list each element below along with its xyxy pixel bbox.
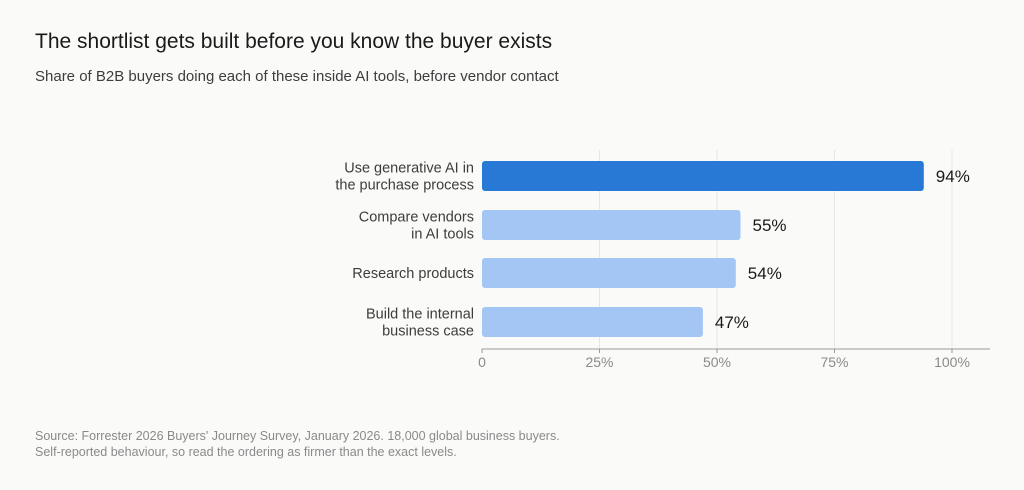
category-label-line: Research products [352, 266, 474, 282]
category-label-2: Research products [352, 266, 474, 282]
value-label-0: 94% [936, 167, 970, 186]
category-label-line: Build the internal [366, 307, 474, 323]
chart-title: The shortlist gets built before you know… [35, 30, 553, 53]
bar-chart: Use generative AI in the purchase process… [335, 150, 990, 370]
x-tick-label-1: 25% [585, 354, 613, 370]
x-tick-label-0: 0 [478, 354, 486, 370]
category-label-3: Build the internal business case [366, 307, 474, 340]
category-label-line: business case [382, 324, 474, 340]
x-tick-label-4: 100% [934, 354, 970, 370]
bar-3 [482, 307, 703, 337]
bar-0 [482, 161, 924, 191]
category-label-line: in AI tools [411, 227, 474, 243]
value-label-3: 47% [715, 313, 749, 332]
source-line-1: Source: Forrester 2026 Buyers' Journey S… [35, 429, 560, 443]
value-label-2: 54% [748, 264, 782, 283]
category-label-line: Compare vendors [359, 210, 474, 226]
source-note: Source: Forrester 2026 Buyers' Journey S… [35, 428, 560, 460]
category-label-line: Use generative AI in [344, 161, 474, 177]
chart-subtitle: Share of B2B buyers doing each of these … [35, 68, 559, 85]
bar-1 [482, 210, 741, 240]
bar-2 [482, 258, 736, 288]
category-label-1: Compare vendors in AI tools [359, 210, 474, 243]
source-line-2: Self-reported behaviour, so read the ord… [35, 445, 457, 459]
x-tick-label-3: 75% [820, 354, 848, 370]
x-tick-label-2: 50% [703, 354, 731, 370]
value-label-1: 55% [753, 216, 787, 235]
category-label-0: Use generative AI in the purchase process [335, 161, 474, 194]
category-label-line: the purchase process [335, 178, 474, 194]
